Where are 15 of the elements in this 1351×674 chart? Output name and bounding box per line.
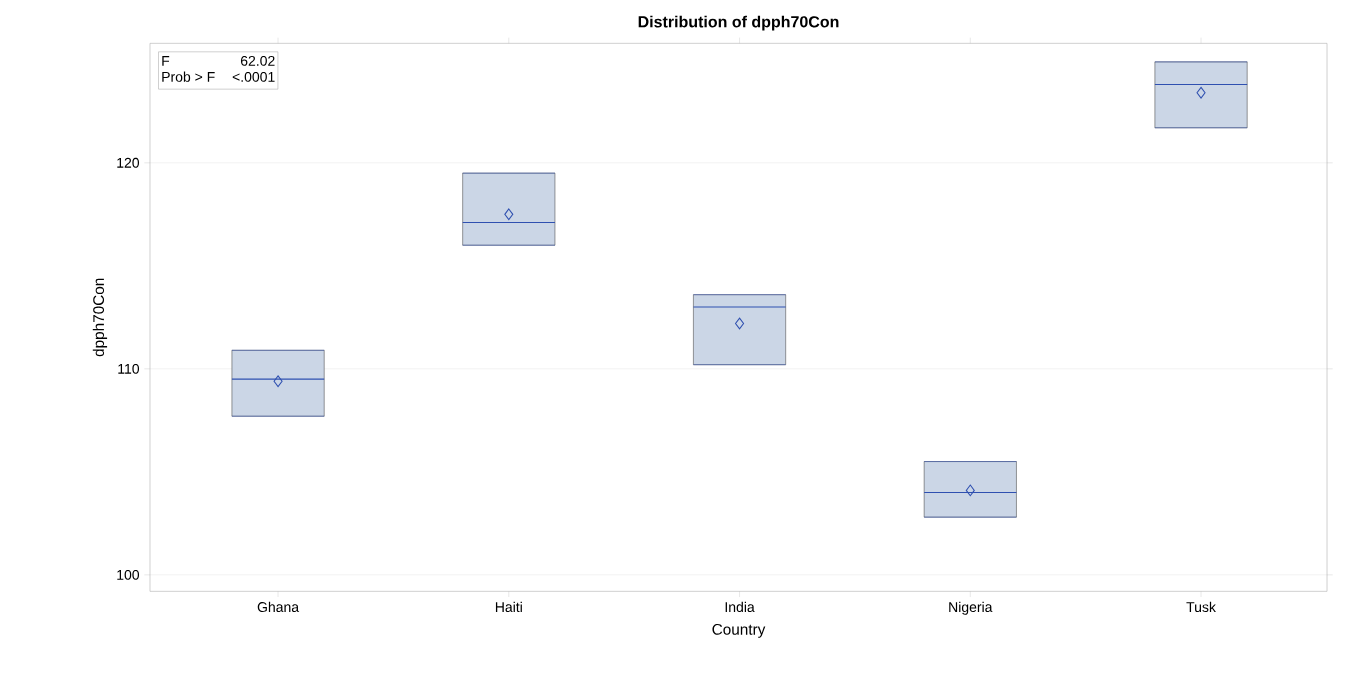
x-tick-label: India xyxy=(725,601,755,613)
annotation: 62.02 xyxy=(240,55,275,66)
x-tick-label: Ghana xyxy=(257,601,300,613)
x-tick-label: Nigeria xyxy=(949,601,993,615)
annotation: Prob > F xyxy=(162,71,215,82)
x-tick-label: Tusk xyxy=(1186,601,1216,613)
y-tick-label: 110 xyxy=(118,363,140,374)
annotation: <.0001 xyxy=(232,71,275,82)
x-axis-title: Country xyxy=(712,623,766,638)
x-tick-label: Haiti xyxy=(495,601,522,613)
y-tick-label: 120 xyxy=(117,157,140,168)
chart-title: Distribution of dpph70Con xyxy=(638,15,839,31)
annotation: F xyxy=(162,56,170,66)
y-tick-label: 100 xyxy=(117,569,140,580)
y-axis-title: dpph70Con xyxy=(92,278,108,357)
